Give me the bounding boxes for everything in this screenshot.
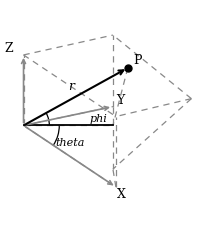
Text: Y: Y — [116, 94, 124, 107]
Text: r: r — [68, 80, 74, 93]
Text: P: P — [133, 55, 142, 67]
Text: phi: phi — [89, 114, 107, 123]
Text: X: X — [117, 188, 126, 201]
Text: theta: theta — [56, 138, 85, 148]
Text: Z: Z — [4, 42, 13, 55]
